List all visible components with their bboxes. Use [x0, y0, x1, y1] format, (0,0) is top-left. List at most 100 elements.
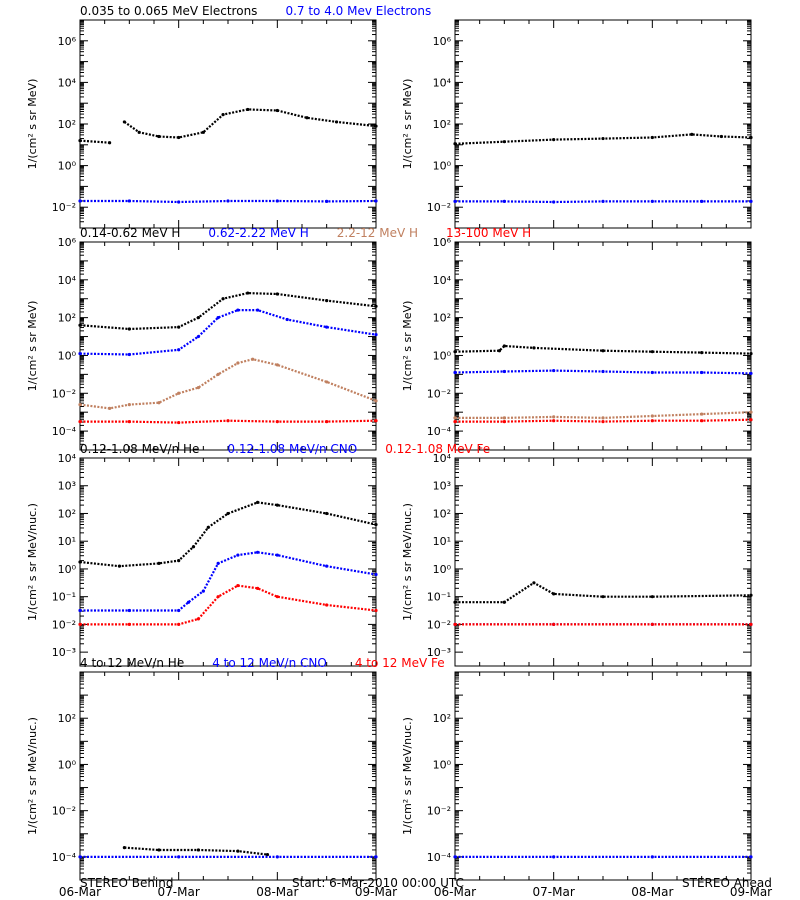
- data-point: [226, 419, 230, 423]
- data-point: [157, 134, 161, 139]
- footer-center: Start: 6-Mar-2010 00:00 UTC: [292, 876, 464, 890]
- x-tick-label: 06-Mar: [59, 885, 101, 899]
- panel-frame: [454, 19, 752, 229]
- data-point: [453, 142, 457, 146]
- y-axis-label: 1/(cm² s sr MeV/nuc.): [401, 717, 414, 835]
- panel-ahead: 1/(cm² s sr MeV) 10⁻² 10⁰ 10² 10⁴ 10⁶: [401, 19, 753, 229]
- data-point: [196, 316, 200, 320]
- x-tick-label: 07-Mar: [533, 885, 575, 899]
- y-tick-label: 10³: [58, 480, 76, 493]
- data-point: [700, 419, 704, 423]
- data-point: [78, 199, 82, 203]
- data-point: [453, 199, 457, 203]
- data-point: [502, 600, 506, 604]
- data-point: [325, 299, 329, 303]
- data-point: [650, 414, 654, 418]
- data-point: [601, 349, 605, 353]
- title-part-1: 0.7 to 4.0 Mev Electrons: [285, 4, 431, 18]
- data-point: [650, 135, 654, 140]
- y-axis-label: 1/(cm² s sr MeV/nuc.): [26, 717, 39, 835]
- y-tick-label: 10⁰: [58, 349, 77, 362]
- data-point: [502, 369, 506, 374]
- data-point: [374, 608, 378, 613]
- data-point: [177, 391, 181, 395]
- data-point: [127, 622, 131, 627]
- title-part-0: 4 to 12 MeV/n He: [80, 656, 184, 670]
- data-point: [127, 327, 131, 331]
- y-axis-label: 1/(cm² s sr MeV/nuc.): [401, 503, 414, 621]
- data-point: [216, 561, 220, 565]
- data-point: [78, 622, 82, 627]
- y-axis-label: 1/(cm² s sr MeV): [401, 79, 414, 170]
- data-point: [502, 420, 506, 424]
- data-point: [374, 333, 378, 337]
- data-point: [700, 370, 704, 375]
- data-point: [256, 586, 260, 590]
- chart-title: 4 to 12 MeV/n He 4 to 12 MeV/n CNO 4 to 12…: [80, 656, 445, 670]
- y-tick-label: 10¹: [433, 535, 451, 548]
- y-tick-label: 10⁴: [58, 76, 77, 89]
- series-1: [453, 199, 753, 204]
- y-tick-label: 10²: [58, 507, 76, 520]
- data-point: [127, 199, 131, 203]
- data-point: [256, 308, 260, 312]
- y-tick-label: 10²: [58, 712, 76, 725]
- data-point: [700, 351, 704, 355]
- y-tick-label: 10⁻³: [52, 646, 76, 659]
- y-tick-label: 10⁰: [433, 563, 452, 576]
- data-point: [650, 370, 654, 375]
- y-tick-label: 10⁰: [58, 563, 77, 576]
- data-point: [78, 139, 82, 143]
- data-point: [251, 357, 255, 361]
- chart-row-3: 4 to 12 MeV/n He 4 to 12 MeV/n CNO 4 to 12…: [26, 656, 772, 899]
- data-point: [285, 317, 289, 322]
- chart-row-0: 0.035 to 0.065 MeV Electrons 0.7 to 4.0 M…: [26, 4, 753, 229]
- data-point: [497, 349, 501, 353]
- data-point: [226, 511, 230, 516]
- series-line: [80, 584, 377, 626]
- y-tick-label: 10⁶: [433, 236, 452, 249]
- data-point: [374, 572, 378, 577]
- data-point: [749, 418, 753, 422]
- chart-title: 0.14-0.62 MeV H 0.62-2.22 MeV H 2.2-12 MeV…: [80, 226, 531, 240]
- series-0: [78, 500, 378, 568]
- panel-frame: [79, 19, 377, 229]
- y-tick-label: 10⁻¹: [52, 591, 76, 604]
- data-point: [177, 608, 181, 613]
- data-point: [177, 325, 181, 329]
- data-point: [601, 136, 605, 141]
- data-point: [127, 608, 131, 613]
- data-point: [177, 420, 181, 425]
- data-point: [122, 120, 126, 124]
- series-line: [79, 309, 377, 356]
- y-tick-label: 10⁻²: [52, 387, 76, 400]
- data-point: [374, 522, 378, 527]
- panel-ahead: 1/(cm² s sr MeV) 10⁻⁴ 10⁻² 10⁰ 10² 10⁴ 10⁶: [401, 236, 753, 451]
- data-point: [374, 199, 378, 203]
- series-1: [78, 199, 378, 204]
- series-line: [454, 133, 752, 145]
- data-point: [305, 116, 309, 120]
- data-point: [236, 583, 240, 588]
- data-point: [374, 124, 378, 128]
- y-tick-label: 10⁻⁴: [427, 851, 452, 864]
- panel-behind: 1/(cm² s sr MeV/nuc.) 10⁻⁴ 10⁻² 10⁰ 10² 06-Ma…: [26, 671, 397, 899]
- panel-ahead: 1/(cm² s sr MeV/nuc.) 10⁻⁴ 10⁻² 10⁰ 10² 06-Ma…: [401, 671, 772, 899]
- series-0: [122, 846, 270, 857]
- series-line: [79, 358, 377, 410]
- data-point: [749, 351, 753, 356]
- data-point: [749, 855, 753, 859]
- data-point: [78, 323, 82, 327]
- data-point: [601, 595, 605, 599]
- y-tick-label: 10⁰: [58, 758, 77, 771]
- data-point: [334, 120, 339, 124]
- data-point: [601, 416, 605, 420]
- series-line: [455, 581, 752, 604]
- data-point: [650, 622, 654, 627]
- data-point: [221, 297, 225, 301]
- title-part-0: 0.14-0.62 MeV H: [80, 226, 180, 240]
- data-point: [108, 141, 112, 145]
- title-part-3: 13-100 MeV H: [446, 226, 531, 240]
- data-point: [216, 372, 220, 376]
- data-point: [552, 592, 556, 596]
